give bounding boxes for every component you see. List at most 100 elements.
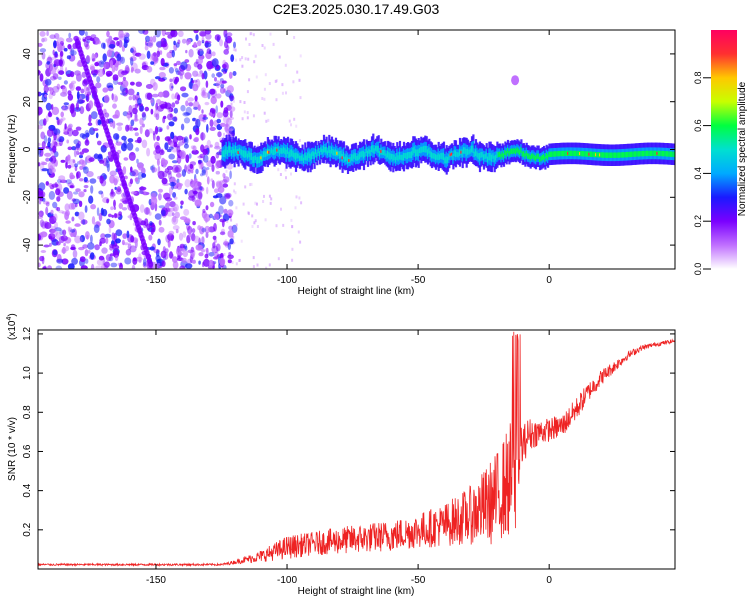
heatmap-cell	[113, 37, 119, 41]
heatmap-cell	[226, 219, 229, 223]
heatmap-cell	[47, 137, 51, 144]
heatmap-cell	[215, 105, 218, 114]
heatmap-cell	[60, 159, 66, 163]
heatmap-cell	[553, 151, 556, 157]
heatmap-cell	[158, 219, 162, 226]
heatmap-cell	[215, 160, 221, 169]
heatmap-cell	[414, 149, 418, 157]
heatmap-cell	[536, 153, 539, 159]
heatmap-cell	[65, 245, 70, 252]
heatmap-cell	[49, 228, 56, 234]
heatmap-cell	[115, 141, 123, 146]
heatmap-cell	[293, 117, 296, 121]
heatmap-cell	[130, 119, 135, 127]
heatmap-cell	[191, 149, 199, 155]
heatmap-cell	[209, 126, 216, 131]
heatmap-cell	[79, 236, 83, 243]
heatmap-cell	[282, 146, 286, 154]
heatmap-cell	[161, 177, 168, 185]
heatmap-cell	[102, 53, 107, 62]
heatmap-cell	[48, 165, 54, 175]
heatmap-cell	[464, 147, 467, 154]
heatmap-cell	[40, 191, 46, 198]
heatmap-cell	[216, 72, 223, 78]
heatmap-cell	[175, 70, 181, 75]
heatmap-cell	[150, 99, 154, 104]
heatmap-cell	[267, 118, 270, 122]
heatmap-cell	[432, 153, 435, 159]
snr-y-ticks: 0.2 0.4 0.6 0.8 1.0 1.2	[22, 327, 675, 537]
heatmap-cell	[199, 186, 203, 191]
heatmap-cell	[54, 221, 58, 230]
heatmap-cell	[304, 153, 307, 161]
heatmap-cell	[106, 118, 110, 124]
heatmap-cell	[202, 148, 208, 155]
heatmap-cell	[139, 125, 143, 135]
heatmap-cell	[263, 194, 265, 198]
heatmap-cell	[87, 122, 93, 126]
heatmap-cell	[109, 121, 113, 128]
heatmap-cell	[38, 106, 43, 115]
heatmap-cell	[44, 152, 52, 157]
heatmap-cell	[139, 186, 147, 191]
heatmap-cell	[222, 209, 225, 213]
heatmap-cell	[99, 241, 102, 247]
heatmap-cell	[306, 153, 310, 161]
heatmap-cell	[111, 66, 116, 73]
heatmap-cell	[248, 151, 251, 158]
heatmap-cell	[299, 54, 302, 58]
heatmap-cell	[48, 147, 53, 151]
heatmap-cell	[210, 96, 217, 105]
heatmap-cell	[51, 183, 59, 188]
heatmap-cell	[38, 182, 46, 191]
heatmap-cell	[179, 243, 186, 249]
heatmap-cell	[493, 155, 496, 163]
heatmap-cell	[330, 146, 334, 154]
heatmap-cell	[79, 165, 84, 170]
heatmap-cell	[150, 196, 158, 206]
heatmap-cell	[545, 152, 548, 159]
heatmap-cell	[56, 83, 61, 90]
heatmap-cell	[504, 149, 507, 155]
heatmap-cell	[38, 146, 42, 155]
heatmap-cell	[216, 80, 220, 89]
heatmap-cell	[227, 128, 234, 132]
heatmap-cell	[603, 152, 606, 158]
y-tick-label: 20	[22, 96, 33, 108]
heatmap-cell	[596, 152, 599, 158]
heatmap-cell	[497, 151, 500, 158]
heatmap-cell	[223, 90, 226, 94]
heatmap-cell	[106, 218, 111, 225]
heatmap-cell	[41, 37, 45, 43]
heatmap-cell	[93, 224, 100, 233]
heatmap-cell	[144, 92, 151, 100]
heatmap-cell	[127, 243, 132, 251]
heatmap-cell	[206, 123, 209, 133]
heatmap-cell	[669, 151, 672, 157]
heatmap-cell	[270, 147, 273, 154]
heatmap-cell	[501, 151, 504, 157]
heatmap-cell	[671, 151, 674, 157]
heatmap-cell	[318, 151, 322, 157]
snr-multiplier: (x104)	[6, 313, 18, 340]
heatmap-cell	[181, 38, 187, 44]
heatmap-cell	[191, 233, 196, 242]
heatmap-cell	[344, 156, 347, 163]
heatmap-cell	[242, 202, 245, 206]
heatmap-cell	[71, 146, 77, 151]
heatmap-cell	[228, 252, 232, 257]
heatmap-cell	[326, 150, 330, 156]
heatmap-cell	[52, 49, 55, 56]
heatmap-cell	[256, 157, 259, 164]
heatmap-cell	[102, 87, 109, 93]
heatmap-cell	[272, 149, 275, 156]
heatmap-cell	[406, 152, 410, 159]
heatmap-cell	[195, 128, 200, 136]
heatmap-cell	[225, 209, 228, 213]
heatmap-cell	[48, 190, 56, 200]
x-tick-label: -100	[277, 275, 297, 286]
heatmap-cell	[58, 70, 65, 75]
heatmap-cell	[220, 83, 225, 89]
heatmap-cell	[556, 151, 559, 157]
y-tick-label: 40	[22, 48, 33, 60]
